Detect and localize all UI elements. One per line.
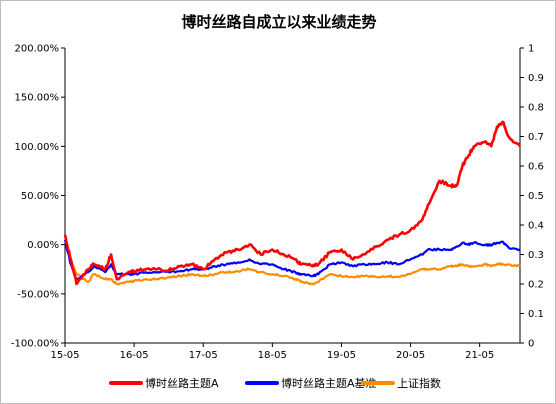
series-line-0 (63, 120, 522, 286)
y-left-tick-label: 50.00% (21, 191, 59, 202)
y-left-tick-label: 0.00% (27, 240, 59, 251)
x-tick-label: 21-05 (465, 350, 494, 361)
y-left-tick-label: 200.00% (15, 44, 60, 55)
y-right-tick-label: 0.3 (528, 250, 544, 261)
y-left-tick-label: -50.00% (17, 289, 59, 300)
legend-label-2: 上证指数 (397, 376, 441, 390)
y-right-tick-label: 0.7 (528, 132, 544, 143)
y-left-tick-label: 150.00% (15, 93, 60, 104)
y-right-tick-label: 0 (528, 339, 534, 350)
x-tick-label: 18-05 (258, 350, 287, 361)
y-right-tick-label: 0.2 (528, 280, 544, 291)
legend-label-0: 博时丝路主题A (145, 377, 219, 390)
x-tick-label: 16-05 (120, 350, 149, 361)
y-right-tick-label: 1 (528, 44, 534, 55)
y-right-tick-label: 0.4 (528, 221, 544, 232)
y-left-tick-label: 100.00% (15, 142, 60, 153)
series-line-1 (63, 239, 521, 281)
chart-title: 博时丝路自成立以来业绩走势 (181, 13, 377, 31)
legend-label-1: 博时丝路主题A基准 (281, 377, 377, 390)
y-right-tick-label: 0.6 (528, 162, 544, 173)
x-tick-label: 19-05 (327, 350, 356, 361)
x-tick-label: 20-05 (396, 350, 425, 361)
y-right-tick-label: 0.8 (528, 103, 544, 114)
y-right-tick-label: 0.9 (528, 73, 544, 84)
y-right-tick-label: 0.5 (528, 191, 544, 202)
x-tick-label: 15-05 (50, 350, 79, 361)
y-left-tick-label: -100.00% (11, 339, 59, 350)
x-tick-label: 17-05 (189, 350, 218, 361)
y-right-tick-label: 0.1 (528, 309, 544, 320)
series-line-2 (63, 239, 521, 286)
